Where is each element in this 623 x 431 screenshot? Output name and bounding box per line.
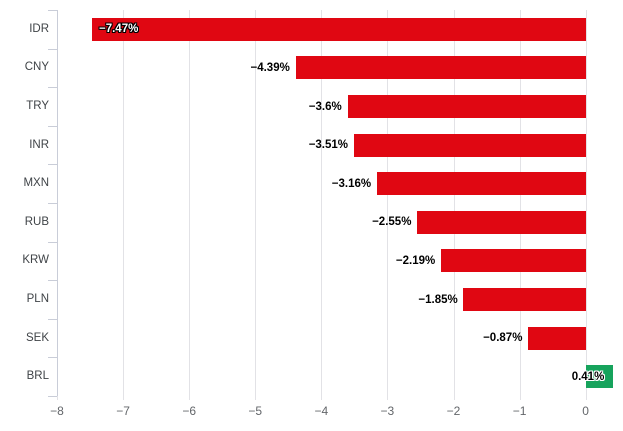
- gridline: [123, 10, 125, 400]
- category-label: CNY: [24, 61, 49, 74]
- category-label: IDR: [29, 22, 49, 35]
- data-label: −2.19%: [395, 254, 436, 267]
- y-axis-tick: [48, 125, 57, 127]
- x-axis-tick-label: −1: [512, 404, 527, 418]
- bar-try[interactable]: [347, 95, 586, 118]
- bar-rub[interactable]: [417, 210, 586, 234]
- gridline: [255, 10, 257, 400]
- y-axis-tick: [48, 87, 57, 89]
- category-label: BRL: [26, 370, 49, 383]
- bar-pln[interactable]: [463, 288, 586, 311]
- category-label: TRY: [26, 100, 49, 112]
- y-axis-tick: [48, 280, 57, 282]
- category-label: RUB: [24, 215, 49, 228]
- bar-mxn[interactable]: [376, 172, 586, 196]
- x-axis-tick-label: −5: [248, 404, 263, 418]
- data-label: −2.55%: [372, 216, 412, 229]
- data-label: −4.39%: [250, 61, 290, 74]
- y-axis-tick: [48, 164, 57, 166]
- x-axis-tick-label: −2: [446, 404, 461, 418]
- category-label: PLN: [26, 293, 49, 305]
- data-label: −3.51%: [308, 139, 349, 152]
- x-axis-tick-label: −4: [314, 404, 329, 418]
- y-axis-tick: [48, 396, 57, 397]
- gridline: [189, 10, 191, 400]
- x-axis-tick-label: −8: [50, 404, 64, 418]
- gridline: [585, 10, 587, 400]
- data-label: −7.47%: [99, 23, 139, 36]
- bar-inr[interactable]: [353, 133, 586, 157]
- gridline: [453, 10, 455, 400]
- gridline: [387, 10, 389, 400]
- category-label: INR: [29, 138, 49, 151]
- data-label: −3.6%: [308, 100, 342, 113]
- y-axis-line: [57, 10, 58, 396]
- data-label: −0.87%: [483, 332, 523, 345]
- data-label: 0.41%: [571, 370, 605, 383]
- bar-krw[interactable]: [440, 249, 586, 273]
- y-axis-tick: [48, 203, 57, 204]
- y-axis-tick: [48, 318, 57, 320]
- gridline: [519, 10, 521, 400]
- y-axis-tick: [48, 48, 57, 50]
- category-label: KRW: [22, 254, 49, 267]
- y-axis-tick: [48, 357, 57, 359]
- y-axis-tick: [48, 241, 57, 243]
- category-label: SEK: [25, 331, 49, 344]
- x-axis-tick-label: −6: [182, 404, 197, 418]
- category-label: MXN: [23, 177, 49, 190]
- bar-cny[interactable]: [295, 56, 586, 80]
- bar-sek[interactable]: [528, 326, 586, 350]
- gridline: [321, 10, 323, 400]
- x-axis-tick-label: −7: [116, 404, 130, 418]
- bar-brl[interactable]: [585, 365, 613, 389]
- data-label: −3.16%: [331, 177, 372, 190]
- bar-idr[interactable]: [92, 17, 586, 41]
- y-axis-tick: [48, 10, 57, 11]
- x-axis-tick-label: 0: [582, 404, 589, 418]
- x-axis-tick-label: −3: [380, 404, 395, 418]
- data-label: −1.85%: [418, 293, 458, 306]
